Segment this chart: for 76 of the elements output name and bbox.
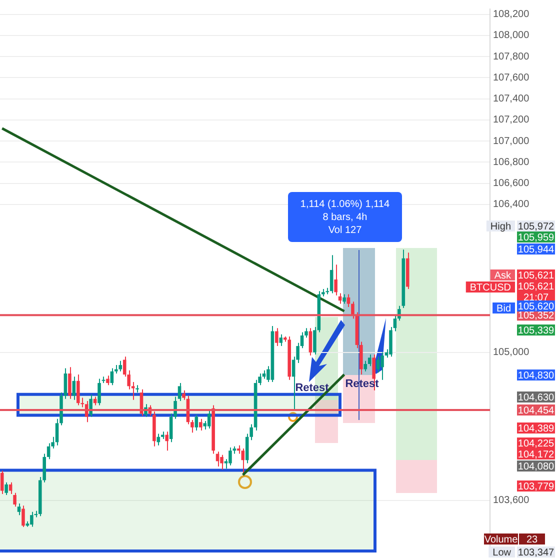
text: 104,389 [518, 423, 555, 434]
text: 105,972 [518, 221, 555, 232]
y-tick-label: 108,000 [492, 30, 530, 42]
candlestick [380, 352, 384, 380]
text: 23 [526, 534, 538, 546]
candlestick [241, 448, 245, 474]
text: 105,959 [518, 232, 555, 244]
y-tick-label: 107,000 [492, 136, 530, 147]
text: 105,621 [518, 281, 555, 292]
text: 104,225 [518, 438, 555, 450]
candlestick [13, 492, 16, 508]
y-tick-label: 107,600 [492, 72, 530, 84]
text: 105,944 [518, 244, 555, 256]
candlestick [8, 482, 12, 494]
y-tick-label: 106,800 [492, 156, 530, 168]
text: Low [492, 547, 512, 558]
candlestick [334, 264, 338, 296]
candlestick [346, 294, 350, 308]
y-tick-label: 107,400 [492, 94, 530, 105]
text: Bid [496, 303, 511, 314]
y-tick-label: 105,000 [492, 347, 530, 358]
candlestick [279, 334, 283, 347]
candlestick [118, 360, 122, 372]
text: 105,621 [518, 270, 555, 282]
text: 103,347 [518, 547, 555, 558]
candlestick [64, 368, 68, 400]
candlestick [165, 431, 168, 452]
y-tick-label: 106,400 [492, 199, 530, 210]
text: 21:07 [523, 292, 549, 304]
candlestick [207, 410, 211, 429]
candlestick [275, 328, 278, 347]
candlestick [4, 482, 8, 496]
candlestick [30, 511, 34, 528]
candlestick [342, 294, 346, 304]
candlestick [376, 356, 380, 373]
candlestick [368, 354, 372, 367]
candlestick [98, 378, 101, 406]
text: 104,172 [518, 449, 555, 460]
candlestick [194, 414, 198, 432]
text: 103,779 [518, 481, 555, 492]
candlestick [330, 254, 334, 294]
candlestick [178, 382, 182, 402]
candlestick [46, 442, 50, 460]
ref-line-label: 104,454 [518, 405, 555, 416]
candlestick [76, 374, 80, 406]
tooltip-box: 1,114 (1.06%) 1,114 8 bars, 4h Vol 127 [288, 192, 402, 242]
annotation: 8 bars, 4h [322, 210, 368, 224]
y-tick-label: 108,200 [492, 9, 530, 20]
y-tick-label: 103,600 [492, 495, 530, 506]
candlestick [106, 375, 110, 386]
annotation: 1,114 (1.06%) 1,114 [299, 198, 391, 210]
annotation: Vol 127 [327, 224, 363, 236]
candlestick [110, 368, 114, 386]
y-tick-label: 106,600 [492, 178, 530, 190]
annotation: BTCUSD [470, 282, 512, 294]
candlestick [68, 366, 72, 400]
candlestick [199, 418, 202, 432]
annotation: Retest [295, 382, 330, 394]
candlestick [364, 360, 368, 372]
candlestick [228, 446, 232, 466]
text: 104,830 [518, 370, 555, 382]
y-tick-label: 107,200 [492, 114, 530, 126]
candlestick [17, 502, 21, 516]
text: 105,620 [518, 301, 555, 312]
candlestick [308, 328, 312, 356]
candlestick [0, 470, 4, 494]
annotation: Volume [484, 534, 518, 546]
candlestick [22, 505, 25, 528]
candlestick [220, 454, 224, 470]
y-tick-label: 107,800 [492, 51, 530, 62]
text: 104,080 [518, 461, 555, 472]
text: 105,339 [518, 325, 555, 336]
text: 104,630 [518, 392, 555, 404]
text: High [490, 221, 512, 232]
text: Ask [494, 270, 512, 282]
ref-line-label: 105,352 [518, 310, 555, 322]
